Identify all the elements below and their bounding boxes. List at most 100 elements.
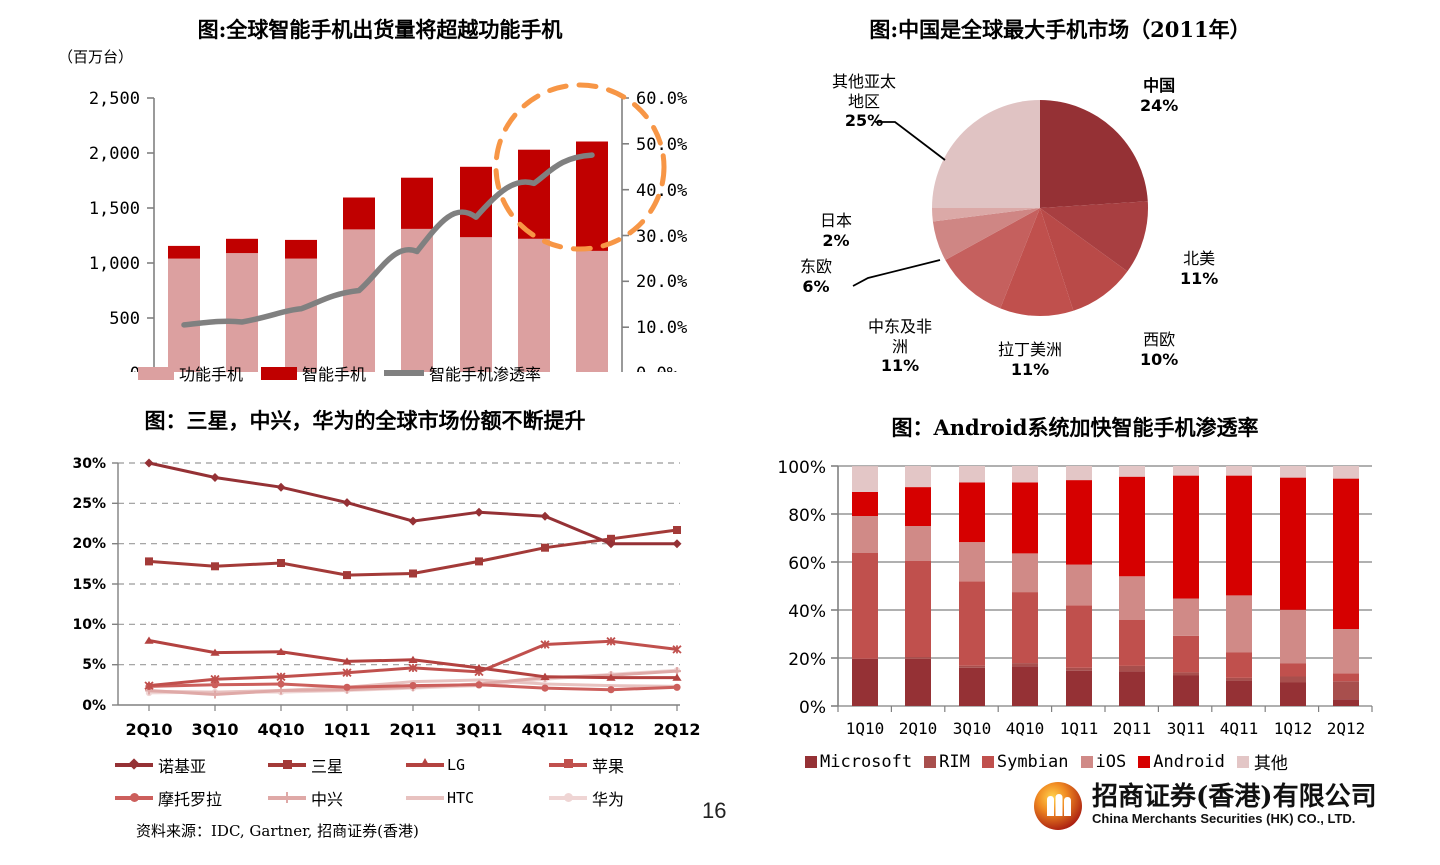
chart-shipments-legend: 功能手机 智能手机 智能手机渗透率 xyxy=(138,361,559,385)
chart-os-share-panel: 图：Android系统加快智能手机渗透率 100% 80% 60% 40% 20… xyxy=(760,412,1400,792)
os-x-tick-1Q11: 1Q11 xyxy=(1060,719,1099,738)
chart-vendor-share-legend: 诺基亚 三星 LG 苹果 xyxy=(115,753,695,810)
legend-item-nokia[interactable]: 诺基亚 xyxy=(115,753,250,777)
pie-label-japan-pct: 2% xyxy=(822,230,850,250)
legend-item-zte[interactable]: 中兴 xyxy=(268,786,388,810)
os-bar-1Q11 xyxy=(1066,466,1092,706)
source-note: 资料来源：IDC, Gartner, 招商证券(香港) xyxy=(136,822,419,840)
legend-label-microsoft: Microsoft xyxy=(820,751,913,772)
pie-label-china-text: 中国 xyxy=(1143,76,1176,95)
legend-item-lg[interactable]: LG xyxy=(406,756,531,774)
legend-swatch-feature-phone xyxy=(138,366,174,380)
os-bar-2Q11 xyxy=(1119,466,1145,706)
legend-swatch-rim xyxy=(924,755,937,768)
legend-label-symbian: Symbian xyxy=(996,751,1069,772)
chart-vendor-share-panel: 图：三星，中兴，华为的全球市场份额不断提升 30% 25% 20% 15% xyxy=(30,405,710,809)
os-stacked-bars xyxy=(852,466,1359,706)
legend-label-motorola: 摩托罗拉 xyxy=(158,790,223,809)
vendor-share-svg: 30% 25% 20% 15% 10% 5% 0% xyxy=(72,456,701,739)
os-x-tick-3Q10: 3Q10 xyxy=(953,719,992,738)
pie-slice-middle-east-africa xyxy=(945,208,1040,309)
leader-line-apac-other xyxy=(875,121,946,161)
pie-slice-east-europe xyxy=(932,208,1040,260)
pie-label-west-europe-text: 西欧 xyxy=(1143,330,1176,349)
legend-label-rim: RIM xyxy=(939,751,970,772)
legend-item-huawei[interactable]: 华为 xyxy=(549,786,624,810)
legend-swatch-huawei xyxy=(549,792,587,802)
pie-slice-latin-america xyxy=(1000,208,1074,316)
legend-item-feature-phone[interactable]: 功能手机 xyxy=(138,361,243,385)
vs-y-tick-30: 30% xyxy=(72,456,106,472)
legend-item-microsoft[interactable]: Microsoft xyxy=(805,752,912,772)
legend-item-motorola[interactable]: 摩托罗拉 xyxy=(115,786,250,810)
legend-item-apple[interactable]: 苹果 xyxy=(549,753,624,777)
os-bar-4Q11 xyxy=(1226,466,1252,706)
pie-label-east-europe: 东欧 6% xyxy=(800,257,832,296)
y2-tick-10: 10.0% xyxy=(636,318,687,338)
os-share-svg: 100% 80% 60% 40% 20% 0% xyxy=(777,458,1373,738)
vs-y-tick-15: 15% xyxy=(72,577,106,593)
legend-swatch-microsoft xyxy=(805,755,817,768)
y2-tick-20: 20.0% xyxy=(636,272,687,292)
vs-x-tick-4Q10: 4Q10 xyxy=(258,720,305,739)
legend-item-symbian[interactable]: Symbian xyxy=(981,751,1069,772)
chart-market-pie-title: 图:中国是全球最大手机市场（2011年） xyxy=(869,17,1251,42)
vs-x-tick-3Q11: 3Q11 xyxy=(456,720,503,739)
vs-y-tick-10: 10% xyxy=(72,617,106,633)
chart-market-pie-panel: 图:中国是全球最大手机市场（2011年） 中国 24% xyxy=(740,14,1400,404)
pie-label-apac-text1: 其他亚太 xyxy=(832,72,897,91)
y2-tick-0: 0.0% xyxy=(636,364,677,372)
vs-x-tick-2Q12: 2Q12 xyxy=(654,720,701,739)
pie-slice-china xyxy=(1040,100,1148,208)
legend-swatch-smart-phone xyxy=(261,366,298,380)
leader-line-east-europe xyxy=(852,259,941,287)
legend-item-ios[interactable]: iOS xyxy=(1080,752,1126,772)
legend-label-penetration: 智能手机渗透率 xyxy=(429,365,542,384)
legend-item-android[interactable]: Android xyxy=(1138,752,1225,772)
legend-item-penetration[interactable]: 智能手机渗透率 xyxy=(384,361,541,385)
y2-tick-40: 40.0% xyxy=(636,181,687,201)
vs-x-tick-1Q12: 1Q12 xyxy=(588,720,635,739)
os-x-tick-4Q10: 4Q10 xyxy=(1006,719,1045,738)
logo-company-name-en: China Merchants Securities (HK) CO., LTD… xyxy=(1092,811,1356,827)
y2-tick-60: 60.0% xyxy=(636,89,687,109)
y-tick-500: 500 xyxy=(109,309,140,329)
legend-item-htc[interactable]: HTC xyxy=(406,789,531,807)
legend-item-smart-phone[interactable]: 智能手机 xyxy=(261,361,366,385)
legend-label-samsung: 三星 xyxy=(311,757,344,776)
vs-x-tick-2Q11: 2Q11 xyxy=(390,720,437,739)
pie-label-north-america-pct: 11% xyxy=(1180,268,1219,288)
pie-label-mea-pct: 11% xyxy=(880,356,920,376)
legend-swatch-motorola xyxy=(115,792,153,802)
legend-label-huawei: 华为 xyxy=(592,790,625,809)
legend-item-rim[interactable]: RIM xyxy=(924,752,970,772)
legend-label-lg: LG xyxy=(447,756,466,774)
vs-x-tick-3Q10: 3Q10 xyxy=(192,720,239,739)
legend-swatch-zte xyxy=(268,792,306,803)
legend-item-samsung[interactable]: 三星 xyxy=(268,753,388,777)
vs-x-tick-1Q11: 1Q11 xyxy=(324,720,371,739)
os-x-tick-2Q12: 2Q12 xyxy=(1327,719,1366,738)
y2-tick-30: 30.0% xyxy=(636,227,687,247)
os-x-tick-4Q11: 4Q11 xyxy=(1220,719,1259,738)
series-htc xyxy=(148,678,678,694)
legend-swatch-samsung xyxy=(268,760,306,769)
legend-label-nokia: 诺基亚 xyxy=(158,757,207,776)
pie-label-china: 中国 24% xyxy=(1140,76,1178,115)
legend-item-os-other[interactable]: 其他 xyxy=(1236,749,1288,774)
os-bar-3Q11 xyxy=(1173,466,1199,706)
os-bar-1Q10 xyxy=(852,466,878,706)
pie-label-middle-east-africa: 中东及非 洲 11% xyxy=(868,317,932,376)
os-y-tick-100: 100% xyxy=(777,458,826,478)
legend-swatch-ios xyxy=(1080,755,1093,768)
vendor-legend-row-2: 摩托罗拉 中兴 HTC 华为 xyxy=(115,786,695,810)
legend-label-zte: 中兴 xyxy=(311,790,344,809)
page-number: 16 xyxy=(702,798,727,823)
os-y-tick-0: 0% xyxy=(799,698,826,718)
legend-label-os-other: 其他 xyxy=(1253,754,1288,774)
pie-slice-japan xyxy=(932,208,1040,222)
pie-label-china-pct: 24% xyxy=(1140,95,1179,115)
logo-mark-icon xyxy=(1034,782,1082,830)
vs-y-tick-0: 0% xyxy=(82,698,106,714)
pie-label-west-europe-pct: 10% xyxy=(1140,349,1179,369)
